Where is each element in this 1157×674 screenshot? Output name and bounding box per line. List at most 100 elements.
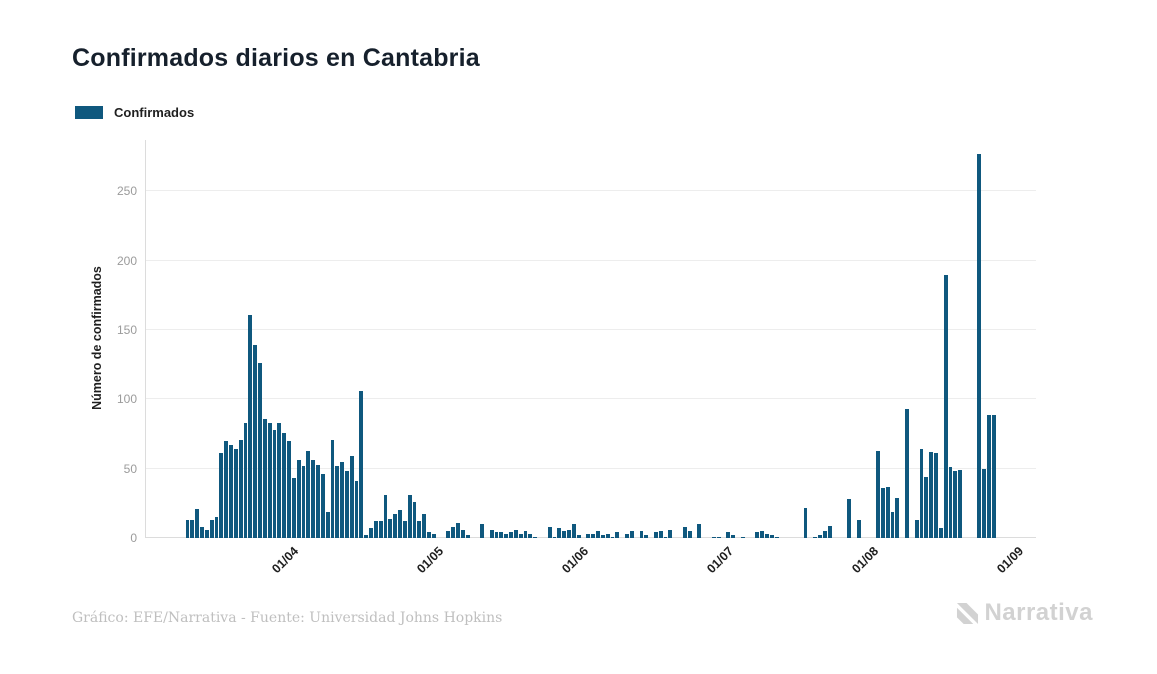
bar: [195, 508, 200, 538]
bar: [518, 533, 523, 538]
bar: [533, 536, 538, 538]
bar: [325, 511, 330, 538]
bar: [494, 532, 499, 538]
bar: [296, 460, 301, 538]
bar: [509, 532, 513, 538]
bar: [369, 528, 373, 538]
bar: [398, 510, 402, 538]
y-tick-label: 50: [123, 461, 137, 476]
bar: [320, 474, 325, 538]
bar: [349, 456, 354, 538]
bar: [711, 536, 716, 538]
bars-strip: [185, 140, 997, 538]
bar: [818, 535, 822, 538]
bar: [803, 507, 808, 538]
bar: [755, 532, 760, 538]
bar: [958, 470, 962, 538]
bar: [238, 439, 243, 538]
bar: [769, 535, 774, 538]
legend-swatch: [75, 106, 103, 119]
bar: [847, 499, 851, 538]
bar: [977, 153, 982, 538]
bar: [224, 440, 229, 538]
bar: [934, 453, 938, 538]
bar: [412, 501, 417, 538]
bar: [393, 514, 398, 538]
bar: [885, 486, 890, 538]
y-tick-label: 200: [116, 253, 137, 268]
bar: [214, 517, 219, 538]
narrativa-logo-text: Narrativa: [984, 599, 1093, 626]
bar: [364, 535, 369, 538]
bar: [760, 531, 765, 538]
page-title: Confirmados diarios en Cantabria: [72, 44, 480, 72]
bar: [596, 531, 600, 538]
bar: [982, 468, 987, 538]
bar: [451, 526, 456, 538]
narrativa-logo-icon: [957, 602, 979, 624]
bar: [716, 536, 721, 538]
legend-label: Confirmados: [114, 105, 195, 120]
bar: [586, 533, 591, 538]
bar: [243, 422, 248, 538]
bar: [600, 535, 605, 538]
bar: [731, 535, 736, 538]
bar: [262, 418, 267, 538]
bar: [987, 414, 991, 538]
x-tick-label: 01/06: [559, 544, 592, 577]
bar: [417, 521, 422, 538]
bar: [668, 529, 673, 538]
bar: [682, 526, 687, 538]
plot-area: 0 50 100 150 200 250 01/04 01/05 01/06 01/07 01/08…: [117, 140, 1036, 576]
bar: [378, 521, 383, 538]
bar: [258, 363, 262, 538]
bar: [316, 464, 320, 538]
bar: [465, 535, 470, 538]
bar: [914, 519, 919, 538]
bar: [943, 274, 948, 538]
bar: [200, 526, 204, 538]
bar: [629, 531, 634, 538]
bar: [827, 525, 832, 538]
bar: [330, 439, 335, 538]
bar: [905, 409, 909, 538]
bar: [895, 497, 900, 538]
bar: [697, 524, 702, 538]
gridline: [146, 398, 1036, 400]
bar: [267, 422, 272, 538]
bar: [726, 532, 731, 538]
bar: [446, 531, 451, 538]
bar: [948, 467, 953, 538]
bar: [765, 533, 769, 538]
bar: [248, 314, 253, 538]
bar: [373, 521, 378, 538]
bar: [591, 533, 596, 538]
gridline: [146, 329, 1036, 330]
x-tick-label: 01/04: [268, 544, 301, 577]
bar: [644, 535, 649, 538]
bar: [687, 531, 692, 538]
bar: [924, 476, 929, 538]
bar: [219, 453, 224, 538]
bar: [639, 531, 644, 538]
bar: [813, 536, 818, 538]
bar: [306, 450, 311, 538]
bar: [233, 449, 238, 538]
bar: [576, 535, 581, 538]
y-tick-label: 150: [116, 323, 137, 337]
bar: [287, 440, 291, 538]
bar: [277, 422, 282, 538]
bar: [615, 532, 620, 538]
bar: [291, 478, 296, 538]
bar: [552, 536, 557, 538]
bar: [311, 460, 316, 538]
bar: [344, 471, 349, 538]
bar: [427, 532, 431, 538]
bar: [610, 536, 615, 538]
bar: [460, 529, 465, 538]
bar: [880, 488, 885, 538]
bar: [504, 533, 509, 538]
bar: [562, 531, 567, 538]
bar: [658, 531, 663, 538]
